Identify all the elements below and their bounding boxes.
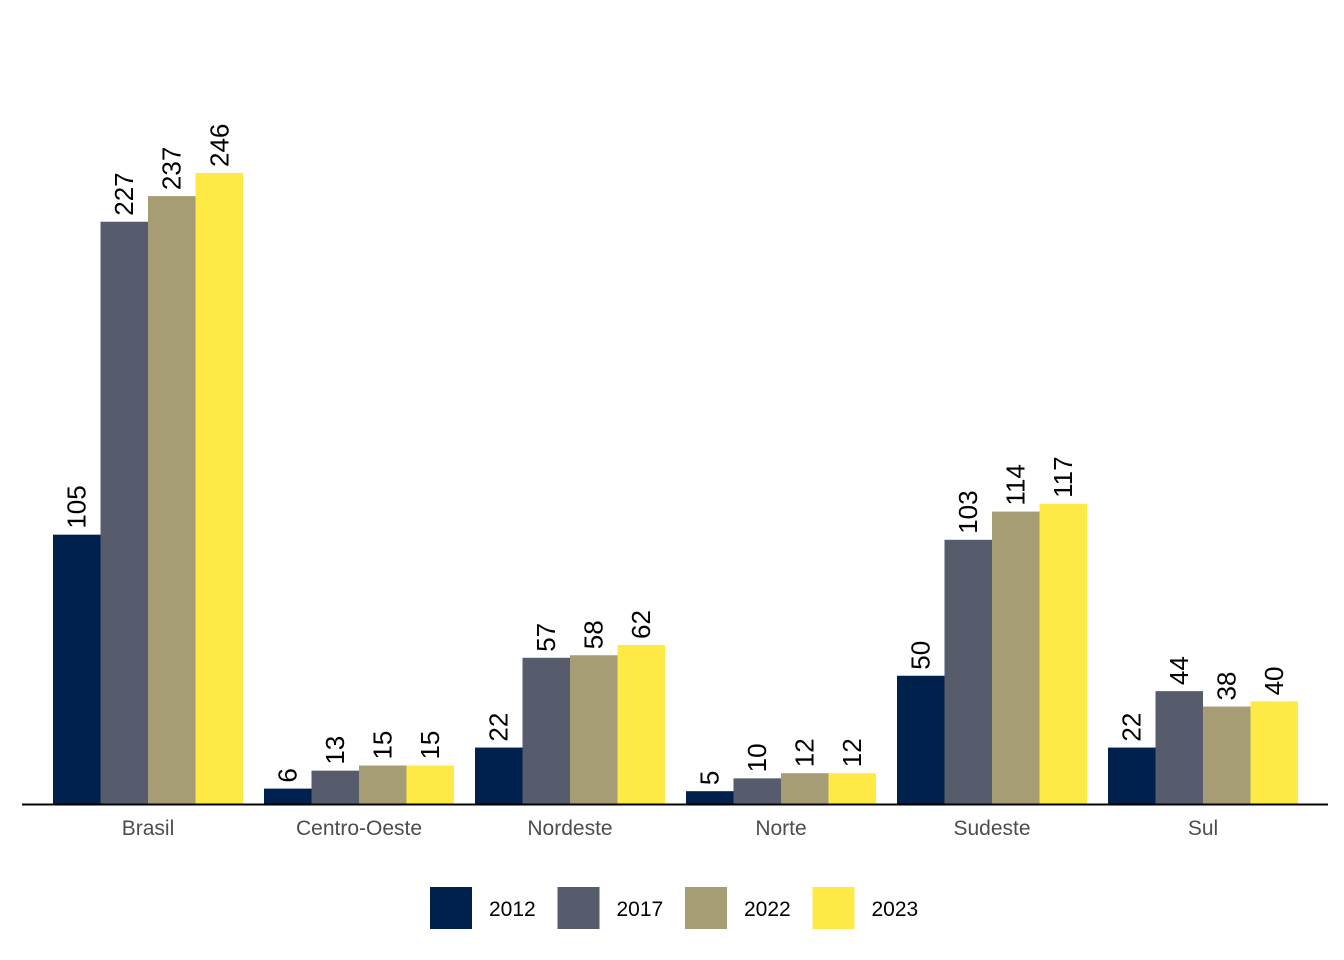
bar-sudeste-2012: [897, 675, 945, 804]
value-label: 227: [109, 172, 139, 215]
legend: 2012 2017 2022 2023: [430, 887, 918, 929]
bar-nordeste-2023: [617, 644, 665, 804]
bar-sul-2017: [1155, 691, 1203, 804]
value-label: 237: [157, 147, 187, 190]
value-label: 40: [1259, 666, 1289, 695]
legend-swatch-2023: [812, 887, 855, 929]
bar-sul-2012: [1108, 747, 1156, 804]
x-tick-labels: Brasil Centro-Oeste Nordeste Norte Sudeste Su…: [122, 817, 1218, 840]
x-tick-label: Nordeste: [527, 817, 612, 840]
bar-sudeste-2017: [944, 539, 992, 804]
legend-swatch-2017: [557, 887, 600, 929]
bar-centro-oeste-2023: [406, 765, 454, 804]
bar-sul-2022: [1203, 706, 1251, 804]
value-label: 15: [415, 731, 445, 760]
value-label: 22: [1117, 713, 1147, 742]
bar-norte-2022: [781, 773, 829, 804]
value-label: 114: [1001, 464, 1031, 505]
bar-norte-2023: [828, 773, 876, 804]
value-label: 10: [742, 743, 772, 772]
bar-norte-2017: [733, 778, 781, 804]
bar-nordeste-2017: [522, 657, 570, 804]
value-label: 12: [837, 738, 867, 767]
value-label: 12: [790, 738, 820, 767]
value-label: 117: [1048, 456, 1078, 497]
bar-centro-oeste-2012: [264, 788, 312, 804]
bar-brasil-2012: [53, 534, 101, 804]
bar-sul-2023: [1250, 701, 1298, 804]
bars-layer: [53, 173, 1298, 804]
bar-brasil-2017: [100, 221, 148, 804]
value-label: 103: [953, 490, 983, 533]
bar-norte-2012: [686, 791, 734, 804]
value-label: 57: [531, 623, 561, 652]
bar-sudeste-2022: [992, 511, 1040, 804]
x-tick-label: Norte: [755, 817, 806, 840]
x-tick-label: Sudeste: [953, 817, 1030, 840]
legend-label-2023: 2023: [872, 898, 919, 921]
legend-swatch-2022: [685, 887, 727, 929]
bar-brasil-2023: [195, 173, 243, 804]
value-label: 246: [204, 124, 234, 167]
value-label: 62: [626, 610, 656, 639]
bar-brasil-2022: [148, 196, 196, 804]
value-label: 15: [368, 731, 398, 760]
value-label: 22: [484, 713, 514, 742]
bar-centro-oeste-2017: [311, 770, 359, 804]
value-label: 44: [1164, 656, 1194, 685]
value-label: 58: [579, 620, 609, 649]
legend-label-2017: 2017: [617, 898, 664, 921]
value-label: 105: [62, 485, 92, 528]
x-tick-label: Centro-Oeste: [296, 817, 422, 840]
x-tick-label: Sul: [1188, 817, 1218, 840]
legend-label-2012: 2012: [489, 898, 536, 921]
value-label: 50: [906, 641, 936, 670]
x-tick-label: Brasil: [122, 817, 175, 840]
legend-swatch-2012: [430, 887, 472, 929]
value-label: 13: [320, 736, 350, 765]
value-label: 6: [273, 768, 303, 782]
bar-nordeste-2012: [475, 747, 523, 804]
value-label: 38: [1212, 672, 1242, 701]
value-label: 5: [695, 771, 725, 785]
bar-nordeste-2022: [570, 655, 618, 804]
bar-sudeste-2023: [1039, 503, 1087, 804]
legend-label-2022: 2022: [744, 898, 791, 921]
bar-centro-oeste-2022: [359, 765, 407, 804]
value-labels-layer: 105 227 237 246 6 13 15 15 22 57 58 62 5 10 12 12 50 103 1…: [62, 124, 1290, 786]
